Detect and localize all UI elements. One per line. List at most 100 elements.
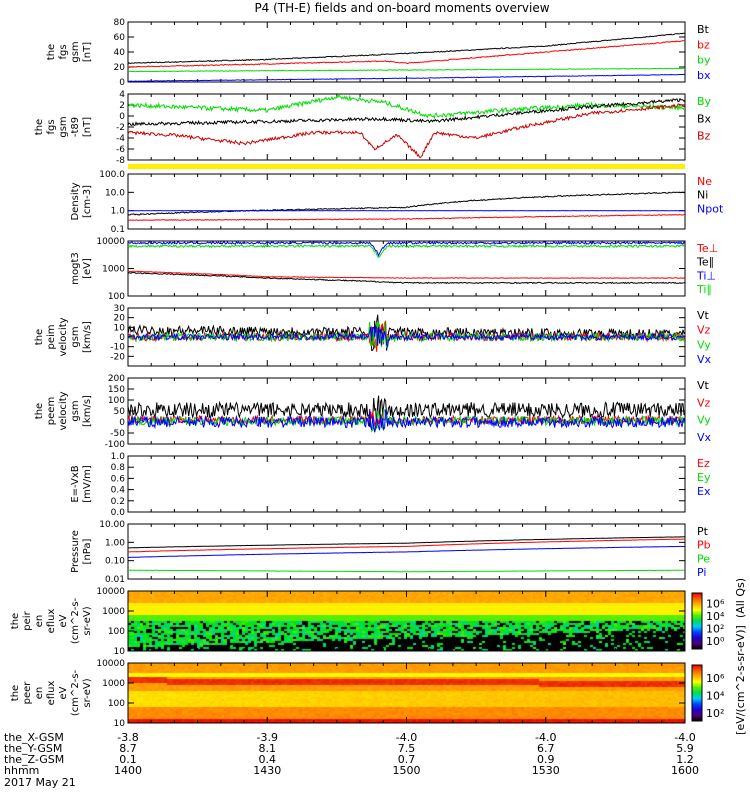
series-fgs-bx <box>128 73 685 82</box>
y-tick-label: 60 <box>114 33 126 43</box>
series-pressure-Pe <box>128 569 685 573</box>
y-tick-label: 10000 <box>96 587 125 597</box>
y-axis-label: [nT] <box>82 42 93 62</box>
y-tick-label: 0.01 <box>105 575 125 585</box>
y-tick-label: 50 <box>114 407 126 417</box>
y-tick-label: 100 <box>108 396 125 406</box>
efield-frame <box>127 455 686 513</box>
series-fgs-t89-Bz <box>128 103 685 158</box>
y-tick-label: 20 <box>114 63 126 73</box>
series-fgs-Bt <box>128 32 685 65</box>
legend-pressure-0: Pt <box>697 525 709 538</box>
y-tick-label: 100 <box>108 699 125 709</box>
xaxis-tick-label: 1430 <box>253 764 281 777</box>
series-fgs-t89-Bx <box>128 97 685 127</box>
xaxis-tick-label: 0.9 <box>537 753 555 766</box>
y-tick-label: 1.0 <box>111 452 126 462</box>
y-tick-label: 10 <box>114 323 126 333</box>
y-axis-label: [nPa] <box>82 538 93 564</box>
y-tick-label: 10 <box>114 647 126 657</box>
y-axis-label: [mV/m] <box>82 465 93 503</box>
series-fgs-t89-By <box>128 94 685 120</box>
colorbar-peer <box>691 664 703 722</box>
series-density-Ne <box>128 214 685 221</box>
y-tick-label: 10000 <box>96 237 125 247</box>
series-temperature-Ti⊥ <box>128 241 685 257</box>
y-tick-label: 30 <box>114 304 126 314</box>
y-axis-label: gsm <box>70 41 81 62</box>
spectrogram-peir <box>128 591 685 651</box>
y-axis-label: sr-eV) <box>82 606 93 635</box>
y-tick-label: 1000 <box>102 265 125 275</box>
date-label: 2017 May 21 <box>4 776 76 789</box>
y-tick-label: 0.0 <box>111 508 126 518</box>
colorbar-label: [eV/(cm^2-s-sr-eV)] <box>734 625 747 735</box>
legend-peim-velocity-0: Vt <box>697 309 710 322</box>
density-frame <box>127 173 686 230</box>
series-peim-velocity-Vx <box>128 324 685 348</box>
legend-fgs-t89-1: Bx <box>697 112 712 125</box>
y-tick-label: 100.0 <box>99 170 125 180</box>
y-tick-label: 4 <box>119 90 125 100</box>
xaxis-tick-label: -3.9 <box>257 731 278 744</box>
series-temperature-Te∥ <box>128 271 685 285</box>
colorbar-label-2: (All Qs) <box>734 578 747 618</box>
xaxis-tick-label: 7.5 <box>398 742 416 755</box>
xaxis-tick-label: 1600 <box>671 764 699 777</box>
y-tick-label: -6 <box>116 145 125 155</box>
legend-efield-2: Ex <box>697 485 711 498</box>
colorbar-tick-label: 10² <box>706 622 724 635</box>
y-tick-label: -100 <box>105 440 126 450</box>
xaxis-tick-label: 0.7 <box>398 753 416 766</box>
legend-fgs-0: Bt <box>697 23 710 36</box>
y-axis-label: fgs <box>58 44 69 59</box>
y-axis-label: the <box>34 119 45 135</box>
y-axis-label: [km/s] <box>82 395 93 427</box>
y-tick-label: 200 <box>108 374 125 384</box>
status-bar <box>128 164 685 169</box>
xaxis-tick-label: -4.0 <box>535 731 556 744</box>
y-tick-label: 1000 <box>102 607 125 617</box>
series-peim-velocity-Vt <box>128 314 685 352</box>
legend-peim-velocity-3: Vx <box>697 353 712 366</box>
y-axis-label: peim <box>46 324 57 349</box>
y-axis-label: eflux <box>46 681 57 706</box>
xaxis-row-label: hhmm <box>4 764 39 777</box>
y-tick-label: 0 <box>119 418 125 428</box>
legend-density-0: Ne <box>697 175 712 188</box>
xaxis-tick-label: 0.4 <box>259 753 277 766</box>
xaxis-tick-label: -4.0 <box>396 731 417 744</box>
peir-frame <box>127 590 686 652</box>
y-axis-label: eV <box>58 686 69 699</box>
series-pressure-Pi <box>128 545 685 558</box>
y-tick-label: 0 <box>119 333 125 343</box>
legend-temperature-3: Ti∥ <box>696 283 712 296</box>
legend-density-2: Npot <box>697 202 724 215</box>
y-tick-label: 0.4 <box>111 486 126 496</box>
y-tick-label: -8 <box>116 156 125 166</box>
legend-fgs-t89-0: By <box>697 95 712 108</box>
legend-peem-velocity-3: Vx <box>697 431 712 444</box>
y-tick-label: 10 <box>114 719 126 729</box>
y-axis-label: -t89 <box>70 117 81 137</box>
y-tick-label: 1000 <box>102 679 125 689</box>
y-tick-label: 0.1 <box>111 225 125 235</box>
plot-title: P4 (TH-E) fields and on-board moments ov… <box>254 1 549 15</box>
y-axis-label: E=-VxB <box>70 465 81 502</box>
y-tick-label: 0 <box>119 112 125 122</box>
series-temperature-Te⊥ <box>128 270 685 279</box>
legend-pressure-3: Pi <box>697 566 706 579</box>
legend-fgs-1: bz <box>697 38 710 51</box>
peem-velocity-frame <box>127 377 686 445</box>
series-peem-velocity-Vx <box>128 408 685 433</box>
xaxis-tick-label: -3.8 <box>117 731 138 744</box>
legend-peem-velocity-2: Vy <box>697 414 711 427</box>
y-axis-label: eflux <box>46 609 57 634</box>
series-pressure-Pb <box>128 538 685 553</box>
legend-peem-velocity-1: Vz <box>697 396 711 409</box>
colorbar-tick-label: 10⁶ <box>706 672 725 685</box>
y-tick-label: 0.2 <box>111 497 125 507</box>
fgs-t89-frame <box>127 93 686 161</box>
